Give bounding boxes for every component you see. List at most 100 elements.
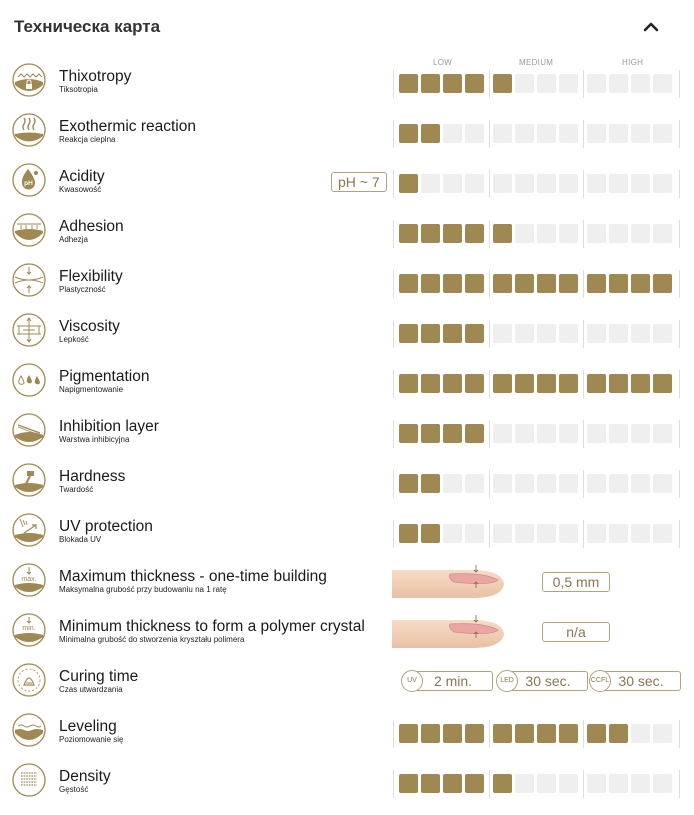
level-cell-empty	[443, 524, 462, 543]
spec-label: Density Gęstość	[59, 768, 111, 795]
spec-label: Adhesion Adhezja	[59, 218, 124, 245]
level-cell-empty	[609, 424, 628, 443]
level-cell-filled	[399, 724, 418, 743]
level-cell-empty	[587, 524, 606, 543]
level-cell-filled	[399, 124, 418, 143]
spec-name-polish: Lepkość	[59, 335, 89, 344]
level-cell-empty	[631, 124, 650, 143]
scale-divider	[393, 470, 394, 498]
level-cell-filled	[465, 724, 484, 743]
level-cell-filled	[653, 274, 672, 293]
level-cell-filled	[631, 274, 650, 293]
spec-name: Exothermic reaction	[59, 118, 196, 135]
page-title: Техническа карта	[14, 17, 161, 36]
level-cell-empty	[631, 474, 650, 493]
spec-label: Curing time Czas utwardzania	[59, 668, 138, 695]
level-cell-empty	[609, 224, 628, 243]
level-cell-filled	[399, 174, 418, 193]
level-cell-empty	[631, 174, 650, 193]
level-cell-filled	[443, 74, 462, 93]
section-header: Техническа карта	[14, 14, 680, 42]
chevron-up-icon[interactable]	[640, 16, 662, 38]
level-cell-filled	[493, 374, 512, 393]
level-cell-filled	[465, 324, 484, 343]
scale-label-medium: MEDIUM	[519, 58, 554, 67]
level-cell-filled	[421, 474, 440, 493]
spec-row-pigmentation: Pigmentation Napigmentowanie	[12, 362, 682, 402]
level-cell-empty	[631, 424, 650, 443]
level-cell-empty	[587, 124, 606, 143]
spec-row-acidity: pH Acidity Kwasowość pH ~ 7	[12, 162, 682, 202]
spec-label: Acidity Kwasowość	[59, 168, 105, 195]
heat-waves-icon	[12, 113, 46, 147]
level-cell-empty	[587, 424, 606, 443]
level-bar	[393, 770, 683, 798]
level-cell-filled	[399, 424, 418, 443]
level-cell-filled	[399, 324, 418, 343]
level-cell-filled	[421, 724, 440, 743]
level-bar	[393, 320, 683, 348]
level-cell-empty	[537, 424, 556, 443]
scale-divider	[489, 120, 490, 148]
level-cell-filled	[421, 274, 440, 293]
level-bar	[393, 220, 683, 248]
svg-text:pH: pH	[24, 180, 33, 187]
level-cell-empty	[609, 74, 628, 93]
level-cell-filled	[465, 374, 484, 393]
spec-name-polish: Napigmentowanie	[59, 385, 124, 394]
level-cell-filled	[631, 374, 650, 393]
scale-divider	[393, 370, 394, 398]
spec-label: UV protection Blokada UV	[59, 518, 153, 545]
level-cell-empty	[609, 774, 628, 793]
scale-divider	[679, 120, 680, 148]
level-cell-empty	[537, 324, 556, 343]
level-cell-empty	[587, 174, 606, 193]
scale-divider	[393, 720, 394, 748]
scale-divider	[583, 70, 584, 98]
level-cell-empty	[537, 224, 556, 243]
level-cell-empty	[515, 74, 534, 93]
level-cell-empty	[493, 174, 512, 193]
curing-lamp-icon	[12, 663, 46, 697]
leveling-icon	[12, 713, 46, 747]
spec-name: Thixotropy	[59, 68, 132, 85]
level-cell-filled	[493, 274, 512, 293]
level-cell-empty	[493, 474, 512, 493]
spec-name-polish: Twardość	[59, 485, 94, 494]
scale-divider	[489, 770, 490, 798]
level-cell-empty	[465, 524, 484, 543]
level-cell-filled	[443, 424, 462, 443]
level-cell-empty	[493, 324, 512, 343]
level-cell-filled	[399, 474, 418, 493]
level-cell-empty	[515, 324, 534, 343]
scale-divider	[489, 370, 490, 398]
spec-row-leveling: Leveling Poziomowanie się	[12, 712, 682, 752]
spec-label: Inhibition layer Warstwa inhibicyjna	[59, 418, 159, 445]
scale-divider	[679, 170, 680, 198]
level-cell-empty	[493, 524, 512, 543]
level-cell-empty	[515, 424, 534, 443]
curing-time-value: 2 min.	[413, 671, 493, 691]
spec-name: Adhesion	[59, 218, 124, 235]
level-cell-filled	[443, 724, 462, 743]
spec-label: Maximum thickness - one-time building Mak…	[59, 568, 327, 595]
level-cell-empty	[537, 174, 556, 193]
level-cell-empty	[631, 74, 650, 93]
spec-name-polish: Adhezja	[59, 235, 88, 244]
scale-divider	[679, 220, 680, 248]
level-cell-empty	[653, 124, 672, 143]
scale-divider	[489, 270, 490, 298]
spec-name: Leveling	[59, 718, 117, 735]
curing-time-value: 30 sec.	[601, 671, 681, 691]
scale-divider	[583, 420, 584, 448]
ph-drop-icon: pH	[12, 163, 46, 197]
spec-name: Flexibility	[59, 268, 123, 285]
scale-label-high: HIGH	[622, 58, 644, 67]
spec-label: Viscosity Lepkość	[59, 318, 120, 345]
level-cell-empty	[653, 224, 672, 243]
level-cell-filled	[515, 374, 534, 393]
level-cell-filled	[443, 374, 462, 393]
fingernail-thickness-illustration	[392, 564, 510, 600]
density-icon	[12, 763, 46, 797]
level-cell-empty	[609, 474, 628, 493]
